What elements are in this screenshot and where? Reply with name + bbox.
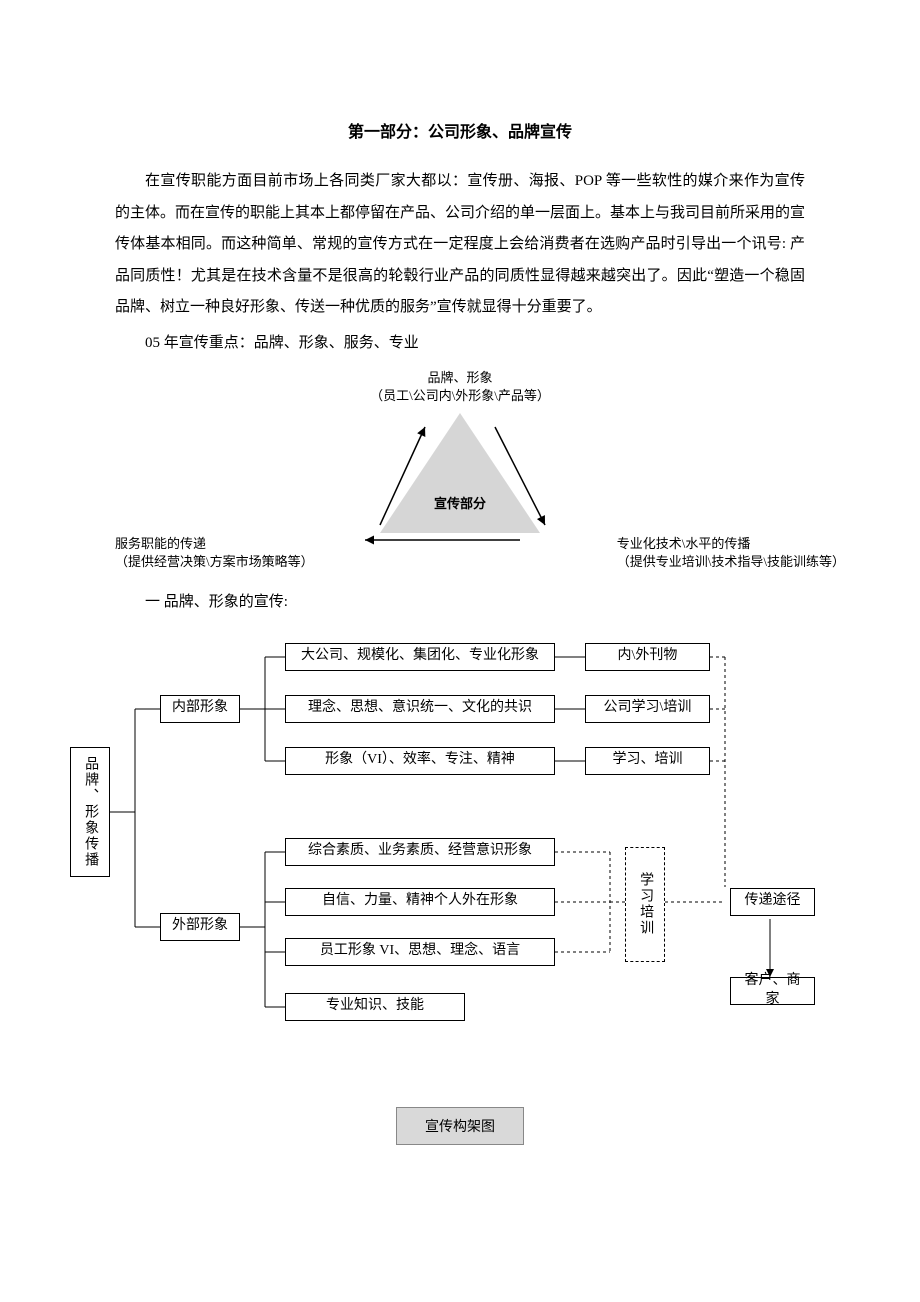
flow-ext-item-3: 专业知识、技能 (285, 993, 465, 1021)
triangle-arrows (115, 365, 805, 585)
flow-int-item-1: 理念、思想、意识统一、文化的共识 (285, 695, 555, 723)
flow-ext-item-0: 综合素质、业务素质、经营意识形象 (285, 838, 555, 866)
caption-wrap: 宣传构架图 (115, 1097, 805, 1167)
flow-ext-midbox: 学习培训 (625, 847, 665, 962)
flow-ext-item-1: 自信、力量、精神个人外在形象 (285, 888, 555, 916)
flow-int-right-0: 内\外刊物 (585, 643, 710, 671)
flow-ext-item-2: 员工形象 VI、思想、理念、语言 (285, 938, 555, 966)
flow-ext-out1: 传递途径 (730, 888, 815, 916)
flow-int-right-1: 公司学习\培训 (585, 695, 710, 723)
flow-external-label: 外部形象 (160, 913, 240, 941)
page: 第一部分：公司形象、品牌宣传 在宣传职能方面目前市场上各同类厂家大都以：宣传册、… (115, 118, 805, 1167)
flow-int-right-2: 学习、培训 (585, 747, 710, 775)
triangle-diagram: 宣传部分 品牌、形象 （员工\公司内\外形象\产品等） 服务职能的传递 （提供经… (115, 365, 805, 585)
flow-internal-label: 内部形象 (160, 695, 240, 723)
section-heading: 一 品牌、形象的宣传: (115, 587, 805, 619)
flow-caption: 宣传构架图 (396, 1107, 524, 1145)
flow-ext-out2: 客户、商家 (730, 977, 815, 1005)
flow-int-item-0: 大公司、规模化、集团化、专业化形象 (285, 643, 555, 671)
paragraph-2: 05 年宣传重点：品牌、形象、服务、专业 (115, 328, 805, 360)
paragraph-1: 在宣传职能方面目前市场上各同类厂家大都以：宣传册、海报、POP 等一些软性的媒介… (115, 166, 805, 324)
doc-title: 第一部分：公司形象、品牌宣传 (115, 118, 805, 142)
flow-root: 品牌、形象传播 (70, 747, 110, 877)
flow-int-item-2: 形象（VI）、效率、专注、精神 (285, 747, 555, 775)
flowchart: 品牌、形象传播 内部形象 大公司、规模化、集团化、专业化形象 内\外刊物 理念、… (65, 637, 845, 1087)
